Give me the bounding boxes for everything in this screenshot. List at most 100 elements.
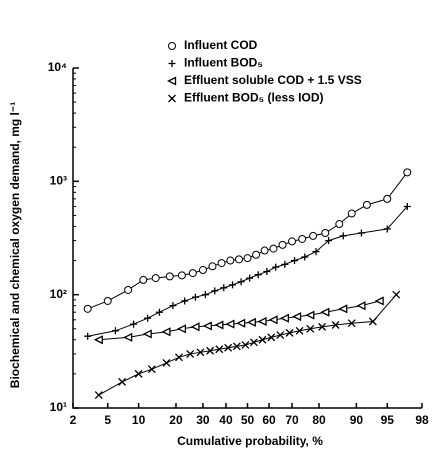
y-axis-label: Biochemical and chemical oxygen demand, … [8,102,22,388]
marker [165,272,174,281]
legend-label: Influent BOD₅ [184,56,263,70]
marker [325,237,333,245]
marker [84,332,92,340]
marker [267,333,276,342]
marker [276,331,285,340]
marker [403,202,411,210]
x-tick-label: 80 [312,413,326,427]
marker [188,269,197,278]
marker [177,271,186,280]
marker [211,287,219,295]
marker [281,260,289,268]
marker [220,284,228,292]
marker [232,342,241,351]
y-tick-label: 10³ [50,174,67,188]
series-line [98,294,397,396]
axes [72,68,422,409]
y-tick-label: 10¹ [50,400,67,414]
marker [318,322,327,331]
marker [269,244,278,253]
marker [312,248,320,256]
marker [347,319,356,328]
marker [298,234,307,243]
marker [260,246,269,255]
marker [162,358,171,367]
marker [392,290,401,299]
marker [144,314,152,322]
marker [111,327,119,335]
y-tick-label: 10² [50,287,67,301]
x-tick-label: 20 [169,413,183,427]
marker [321,229,330,238]
marker [292,312,302,322]
marker [243,254,252,263]
marker [309,231,318,240]
series-line [87,172,408,310]
marker [123,332,133,342]
marker [229,281,237,289]
marker [151,274,160,283]
marker [130,320,138,328]
marker [201,291,209,299]
y-tick-label: 10⁴ [48,60,67,74]
x-tick-label: 30 [196,413,210,427]
marker [191,293,199,301]
marker [278,240,287,249]
marker [362,200,371,209]
legend-marker [168,42,176,50]
marker [236,318,246,328]
marker [214,320,224,330]
marker [142,329,152,339]
marker [225,319,235,329]
x-axis-label: Cumulative probability, % [177,434,323,448]
marker [190,322,200,332]
marker [161,327,171,337]
marker [139,275,148,284]
marker [234,255,243,264]
marker [186,349,195,358]
marker [347,209,356,218]
marker [301,253,309,261]
marker [320,307,330,317]
marker [202,321,212,331]
x-tick-label: 2 [70,413,77,427]
marker [169,302,177,310]
series-line [98,300,380,341]
marker [291,257,299,265]
marker [383,194,392,203]
marker [176,324,187,334]
legend-label: Influent COD [184,38,258,52]
marker [374,296,384,306]
marker [134,369,143,378]
marker [403,168,412,177]
marker [83,304,92,313]
x-tick-label: 70 [285,413,299,427]
x-tick-label: 10 [132,413,146,427]
x-tick-label: 5 [104,413,111,427]
marker [357,229,365,237]
marker [288,237,297,246]
marker [263,268,271,276]
marker [246,274,254,282]
legend-label: Effluent BOD₅ (less IOD) [184,91,324,105]
x-tick-label: 40 [219,413,233,427]
marker [331,321,340,329]
marker [124,285,133,294]
legend-marker [168,60,176,67]
marker [181,297,189,305]
marker [249,338,258,347]
x-tick-label: 98 [415,413,429,427]
marker [246,317,256,327]
marker [272,263,280,271]
marker [93,335,103,345]
marker [257,316,267,327]
marker [335,220,344,229]
marker [338,304,348,314]
marker [306,324,315,333]
legend-label: Effluent soluble COD + 1.5 VSS [184,73,362,87]
marker [305,310,315,320]
marker [215,345,224,354]
marker [217,259,226,268]
marker [103,296,112,305]
